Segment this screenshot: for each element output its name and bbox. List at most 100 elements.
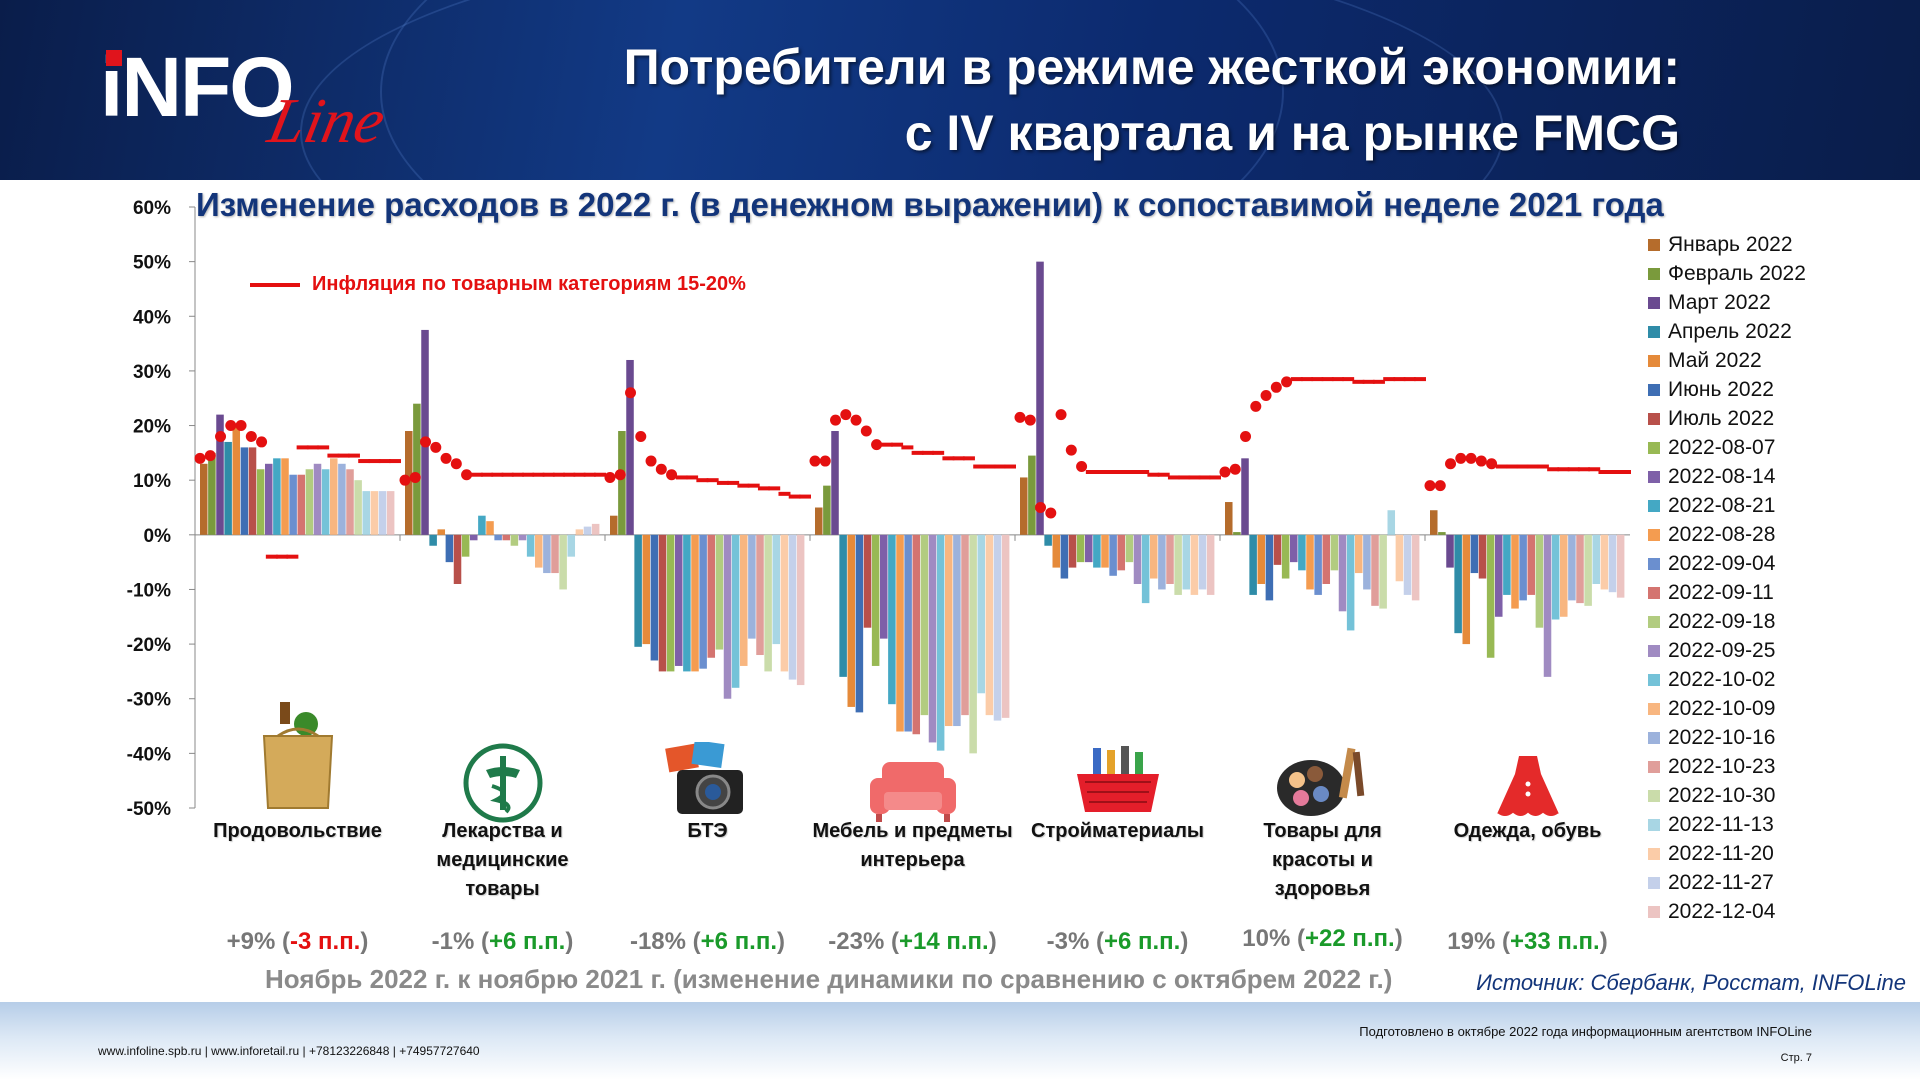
bar (1411, 534, 1420, 601)
bar (1470, 534, 1479, 574)
bar (321, 469, 330, 535)
legend-swatch (1648, 761, 1660, 773)
bar (1387, 510, 1396, 535)
bar (1001, 534, 1010, 718)
bar (1584, 534, 1592, 606)
bar (1560, 534, 1568, 617)
legend-label: Апрель 2022 (1668, 320, 1792, 343)
legend-label: Май 2022 (1668, 349, 1762, 372)
inflation-point (1240, 430, 1252, 442)
bar (748, 534, 756, 639)
bar (305, 469, 314, 535)
legend-item: 2022-11-13 (1648, 812, 1774, 838)
bar (543, 534, 551, 574)
inflation-point (1229, 463, 1241, 475)
bar (1206, 534, 1215, 595)
bar (683, 534, 691, 672)
bar (1454, 534, 1462, 634)
bar (200, 463, 208, 535)
inflation-legend-line (250, 282, 300, 287)
legend-swatch (1648, 790, 1660, 802)
page-title-line1: Потребители в режиме жесткой экономии: (623, 39, 1680, 95)
bar (256, 469, 265, 535)
bar (823, 485, 831, 535)
bar (1281, 534, 1290, 579)
bar (1430, 510, 1438, 535)
legend-item: 2022-10-02 (1648, 667, 1775, 693)
legend-swatch (1648, 529, 1660, 541)
legend-label: 2022-10-16 (1668, 726, 1776, 749)
bar (642, 534, 651, 645)
inflation-point (1035, 502, 1047, 513)
bar (666, 534, 675, 672)
bar (1249, 534, 1257, 595)
bar (961, 534, 969, 716)
legend-swatch (1648, 877, 1660, 889)
bar (1298, 534, 1306, 571)
bar (920, 534, 929, 716)
legend-label: 2022-11-27 (1668, 871, 1774, 894)
bar (1486, 534, 1495, 658)
inflation-point (1281, 376, 1293, 388)
inflation-point (1424, 480, 1436, 492)
grocery-bag-icon (258, 702, 338, 817)
legend-label: 2022-08-21 (1668, 494, 1776, 517)
bar (346, 469, 354, 535)
bar (1109, 534, 1117, 576)
y-tick-label: 10% (133, 471, 171, 492)
bar (1052, 534, 1061, 568)
legend-swatch (1648, 703, 1660, 715)
bar (1028, 455, 1036, 535)
bar (634, 534, 642, 647)
legend-item: 2022-08-21 (1648, 493, 1775, 519)
legend-item: 2022-08-28 (1648, 522, 1775, 548)
bar (1068, 534, 1077, 568)
bar (240, 447, 249, 535)
category-change: +9% (-3 п.п.) (226, 928, 369, 955)
bar (1478, 534, 1487, 579)
bar (1198, 534, 1207, 590)
bar (1379, 534, 1387, 609)
inflation-point (1465, 452, 1477, 464)
y-tick-label: -30% (127, 690, 171, 711)
category-label: Лекарства и медицинские товары (436, 820, 569, 900)
category-change: 10% (+22 п.п.) (1242, 925, 1403, 952)
bar (208, 452, 216, 535)
bar (551, 534, 559, 574)
bar (953, 534, 961, 727)
bar (1568, 534, 1576, 601)
bar (1158, 534, 1166, 590)
bar (583, 526, 592, 535)
chart-title: Изменение расходов в 2022 г. (в денежном… (196, 186, 1664, 223)
logo-dot (106, 50, 122, 66)
legend-item: 2022-09-25 (1648, 638, 1775, 664)
header-banner: iNFO Line Потребители в режиме жесткой э… (0, 0, 1920, 180)
bar (977, 534, 986, 694)
bar (575, 529, 584, 535)
bar (461, 534, 470, 557)
bar (1503, 534, 1511, 595)
legend-item: Январь 2022 (1648, 232, 1793, 258)
legend-swatch (1648, 616, 1660, 628)
bar (969, 534, 977, 754)
bar (421, 329, 429, 535)
inflation-legend-label: Инфляция по товарным категориям 15-20% (312, 273, 746, 295)
legend-item: 2022-09-04 (1648, 551, 1775, 577)
y-tick-label: -20% (127, 635, 171, 656)
inflation-point (1250, 400, 1262, 412)
bar (1225, 502, 1233, 535)
bar (1076, 534, 1085, 563)
page-number: Стр. 7 (1780, 1052, 1812, 1064)
legend-item: 2022-08-07 (1648, 435, 1775, 461)
category-label: Стройматериалы (1031, 820, 1204, 842)
legend-swatch (1648, 558, 1660, 570)
category-change: -18% (+6 п.п.) (629, 928, 786, 955)
legend-item: 2022-10-30 (1648, 783, 1775, 809)
legend-swatch (1648, 848, 1660, 860)
bar (788, 534, 797, 680)
inflation-point (1260, 389, 1272, 401)
bar (502, 534, 511, 541)
legend-swatch (1648, 732, 1660, 744)
bar (478, 515, 486, 535)
bar (1608, 534, 1617, 593)
